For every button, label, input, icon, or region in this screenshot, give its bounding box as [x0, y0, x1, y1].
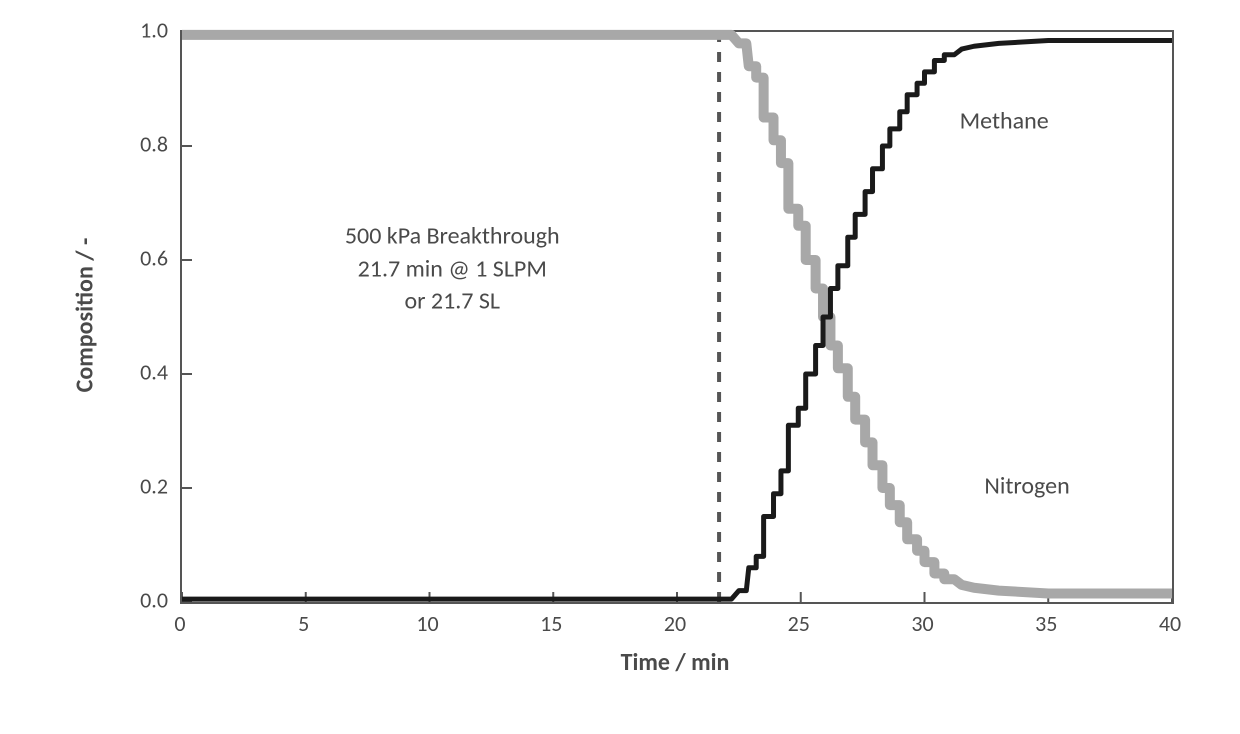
y-tick-label: 0.2 — [140, 473, 168, 500]
nitrogen-label: Nitrogen — [984, 472, 1069, 501]
y-tick-label: 0.4 — [140, 359, 168, 386]
x-tick-label: 20 — [664, 610, 686, 637]
y-axis-label: Composition / - — [71, 238, 100, 393]
y-tick-label: 0.6 — [140, 245, 168, 272]
x-tick-label: 10 — [416, 610, 438, 637]
breakthrough-annotation: 500 kPa Breakthrough21.7 min @ 1 SLPMor … — [345, 221, 560, 318]
x-tick-label: 5 — [298, 610, 309, 637]
x-tick-label: 15 — [540, 610, 562, 637]
x-tick-label: 40 — [1159, 610, 1181, 637]
y-tick-label: 0.8 — [140, 131, 168, 158]
x-tick-label: 0 — [174, 610, 185, 637]
x-tick-label: 25 — [788, 610, 810, 637]
x-tick-label: 30 — [911, 610, 933, 637]
x-tick-label: 35 — [1035, 610, 1057, 637]
y-tick-label: 0.0 — [140, 587, 168, 614]
methane-label: Methane — [960, 107, 1049, 136]
y-tick-label: 1.0 — [140, 17, 168, 44]
x-axis-label: Time / min — [621, 648, 730, 677]
breakthrough-chart: 0.0 0.2 0.4 0.6 0.8 1.0 0 5 10 15 20 25 30 35 40 Comp… — [50, 20, 1190, 714]
